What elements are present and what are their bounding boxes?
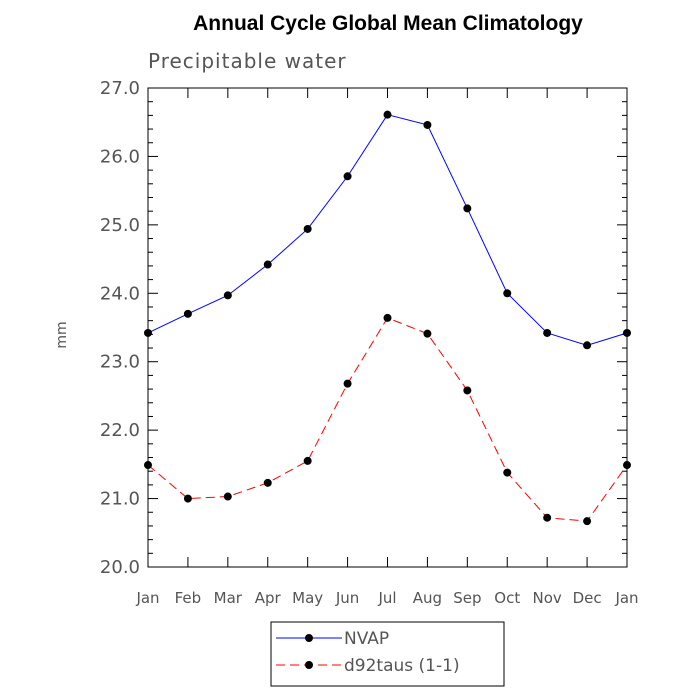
legend-label: NVAP — [344, 629, 389, 649]
series-point — [144, 328, 152, 337]
x-tick-label: Feb — [175, 589, 202, 607]
x-tick-label: Jun — [335, 589, 359, 607]
chart-title: Annual Cycle Global Mean Climatology — [193, 12, 583, 35]
series-point — [383, 313, 392, 322]
series-point — [383, 110, 392, 119]
y-tick-label: 22.0 — [100, 420, 140, 441]
series-point — [623, 461, 631, 470]
x-tick-labels: Jan Feb Mar Apr May Jun Jul Aug Sep Oct Nov Dec Jan — [135, 589, 638, 607]
y-tick-label: 20.0 — [100, 557, 140, 578]
legend-box — [270, 621, 505, 687]
series-point — [423, 329, 432, 338]
series-point — [583, 341, 592, 350]
x-tick-label: Jan — [135, 589, 159, 607]
x-tick-label: Oct — [494, 589, 520, 607]
x-tick-label: Dec — [573, 589, 602, 607]
x-tick-label: Jan — [614, 589, 638, 607]
y-axis-label: mm — [54, 321, 70, 348]
x-tick-label: Sep — [453, 589, 481, 607]
x-tick-label: Mar — [214, 589, 243, 607]
series-point — [144, 461, 152, 470]
series-point — [263, 260, 272, 269]
tick-marks — [147, 87, 628, 568]
x-tick-label: Jul — [377, 589, 396, 607]
series-point — [263, 478, 272, 487]
series-point — [543, 328, 552, 337]
series-point — [303, 456, 312, 465]
series-point — [303, 224, 312, 233]
plot-frame — [147, 87, 628, 568]
y-tick-label: 24.0 — [100, 283, 140, 304]
series-point — [623, 328, 631, 337]
series-point — [223, 291, 232, 300]
series-point — [463, 204, 472, 213]
legend: NVAP d92taus (1-1) — [270, 621, 505, 687]
y-tick-label: 21.0 — [100, 489, 140, 510]
y-tick-label: 27.0 — [100, 78, 140, 99]
series-point — [503, 289, 512, 298]
series-point — [543, 513, 552, 522]
legend-label: d92taus (1-1) — [344, 656, 460, 676]
y-tick-label: 23.0 — [100, 352, 140, 373]
x-tick-label: Aug — [413, 589, 442, 607]
x-tick-label: May — [292, 589, 323, 607]
series-point — [343, 379, 352, 388]
y-tick-label: 25.0 — [100, 215, 140, 236]
chart-subtitle: Precipitable water — [148, 49, 347, 73]
y-tick-labels: 20.0 21.0 22.0 23.0 24.0 25.0 26.0 27.0 — [100, 78, 140, 578]
y-tick-label: 26.0 — [100, 146, 140, 167]
legend-marker — [305, 661, 313, 669]
series-lines — [144, 110, 631, 526]
series-point — [223, 492, 232, 501]
x-tick-label: Apr — [255, 589, 282, 607]
series-line — [147, 317, 628, 522]
series-line — [147, 114, 628, 346]
series-point — [463, 386, 472, 395]
series-point — [183, 494, 192, 503]
series-point — [583, 517, 592, 526]
x-tick-label: Nov — [533, 589, 562, 607]
series-point — [183, 309, 192, 318]
series-point — [343, 172, 352, 181]
series-point — [503, 468, 512, 477]
series-point — [423, 120, 432, 129]
legend-marker — [305, 634, 313, 642]
